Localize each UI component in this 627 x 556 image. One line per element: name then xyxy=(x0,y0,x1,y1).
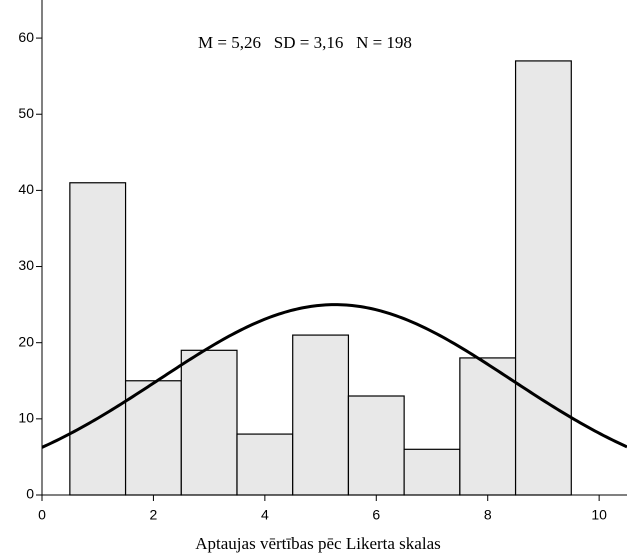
normal-curve xyxy=(41,303,627,449)
bar xyxy=(514,60,572,496)
bar xyxy=(292,334,350,496)
x-axis-label: Aptaujas vērtības pēc Likerta skalas xyxy=(195,534,440,553)
bar xyxy=(403,448,461,496)
bar xyxy=(347,395,405,496)
y-tick-label: 10 xyxy=(18,410,34,426)
y-tick-label: 60 xyxy=(18,29,34,45)
y-tick-label: 50 xyxy=(18,105,34,121)
x-tick-label: 8 xyxy=(484,507,492,523)
x-tick-label: 2 xyxy=(150,507,158,523)
stats-annotation: M = 5,26 SD = 3,16 N = 198 xyxy=(198,33,412,52)
y-tick-label: 0 xyxy=(26,486,34,502)
y-tick-label: 20 xyxy=(18,333,34,349)
bar xyxy=(180,349,238,496)
x-tick-label: 6 xyxy=(372,507,380,523)
x-tick-label: 4 xyxy=(261,507,269,523)
bar xyxy=(459,357,517,496)
bar xyxy=(236,433,294,496)
y-tick-label: 30 xyxy=(18,257,34,273)
bar xyxy=(69,182,127,496)
bar xyxy=(124,380,182,496)
x-tick-label: 10 xyxy=(591,507,607,523)
x-tick-label: 0 xyxy=(38,507,46,523)
y-tick-label: 40 xyxy=(18,181,34,197)
